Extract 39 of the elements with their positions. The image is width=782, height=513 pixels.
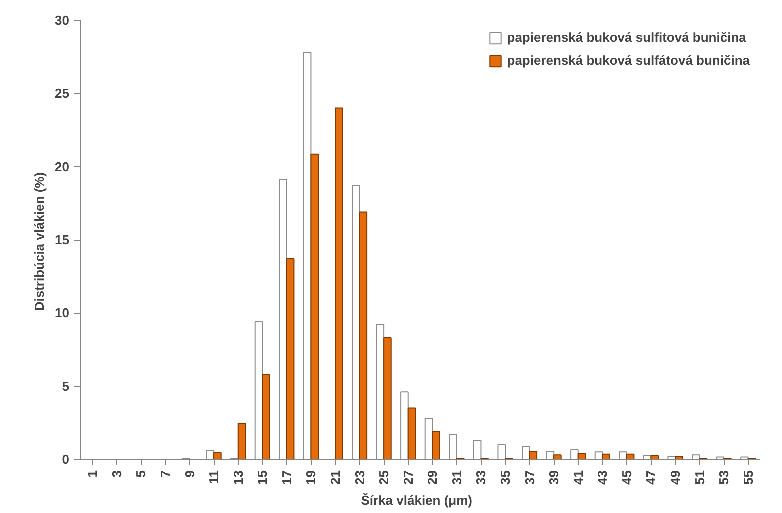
x-tick-label: 29 [425,470,440,485]
x-tick-label: 41 [570,470,586,485]
x-tick-label: 27 [400,470,416,485]
x-tick-label: 33 [474,470,489,485]
x-tick-label: 19 [304,470,319,485]
y-axis-title: Distribúcia vlákien (%) [32,172,48,312]
x-axis-title: Šírka vlákien (μm) [361,492,473,508]
x-tick-label: 45 [619,470,634,485]
x-tick-label: 9 [182,470,198,478]
y-tick-label: 20 [55,159,70,174]
x-tick-label: 43 [595,470,610,485]
x-tick-label: 51 [692,470,708,485]
y-tick-label: 0 [62,452,70,467]
y-tick-label: 25 [55,86,70,102]
x-tick-label: 55 [740,470,756,485]
legend-label: papierenská buková sulfitová buničina [507,30,746,45]
x-tick-label: 49 [668,470,683,485]
x-tick-label: 3 [109,470,124,478]
x-tick-label: 31 [449,470,464,485]
x-tick-label: 7 [158,470,173,478]
y-tick-label: 15 [55,232,70,248]
x-tick-label: 13 [230,470,246,485]
x-tick-label: 47 [644,470,659,485]
legend-label: papierenská buková sulfátová buničina [507,53,750,68]
x-tick-label: 17 [279,470,294,485]
y-tick-label: 30 [55,13,70,28]
x-tick-label: 53 [716,470,732,485]
x-tick-label: 11 [206,470,222,484]
x-tick-label: 1 [85,470,100,478]
x-tick-label: 5 [134,470,149,478]
x-tick-label: 15 [255,470,270,485]
x-tick-label: 39 [546,470,562,485]
x-tick-label: 23 [352,470,368,485]
y-tick-label: 5 [62,378,70,394]
y-tick-label: 10 [55,306,70,321]
x-tick-label: 25 [376,470,392,485]
x-tick-label: 37 [522,470,538,485]
x-tick-label: 35 [498,470,513,485]
x-tick-label: 21 [328,470,343,485]
